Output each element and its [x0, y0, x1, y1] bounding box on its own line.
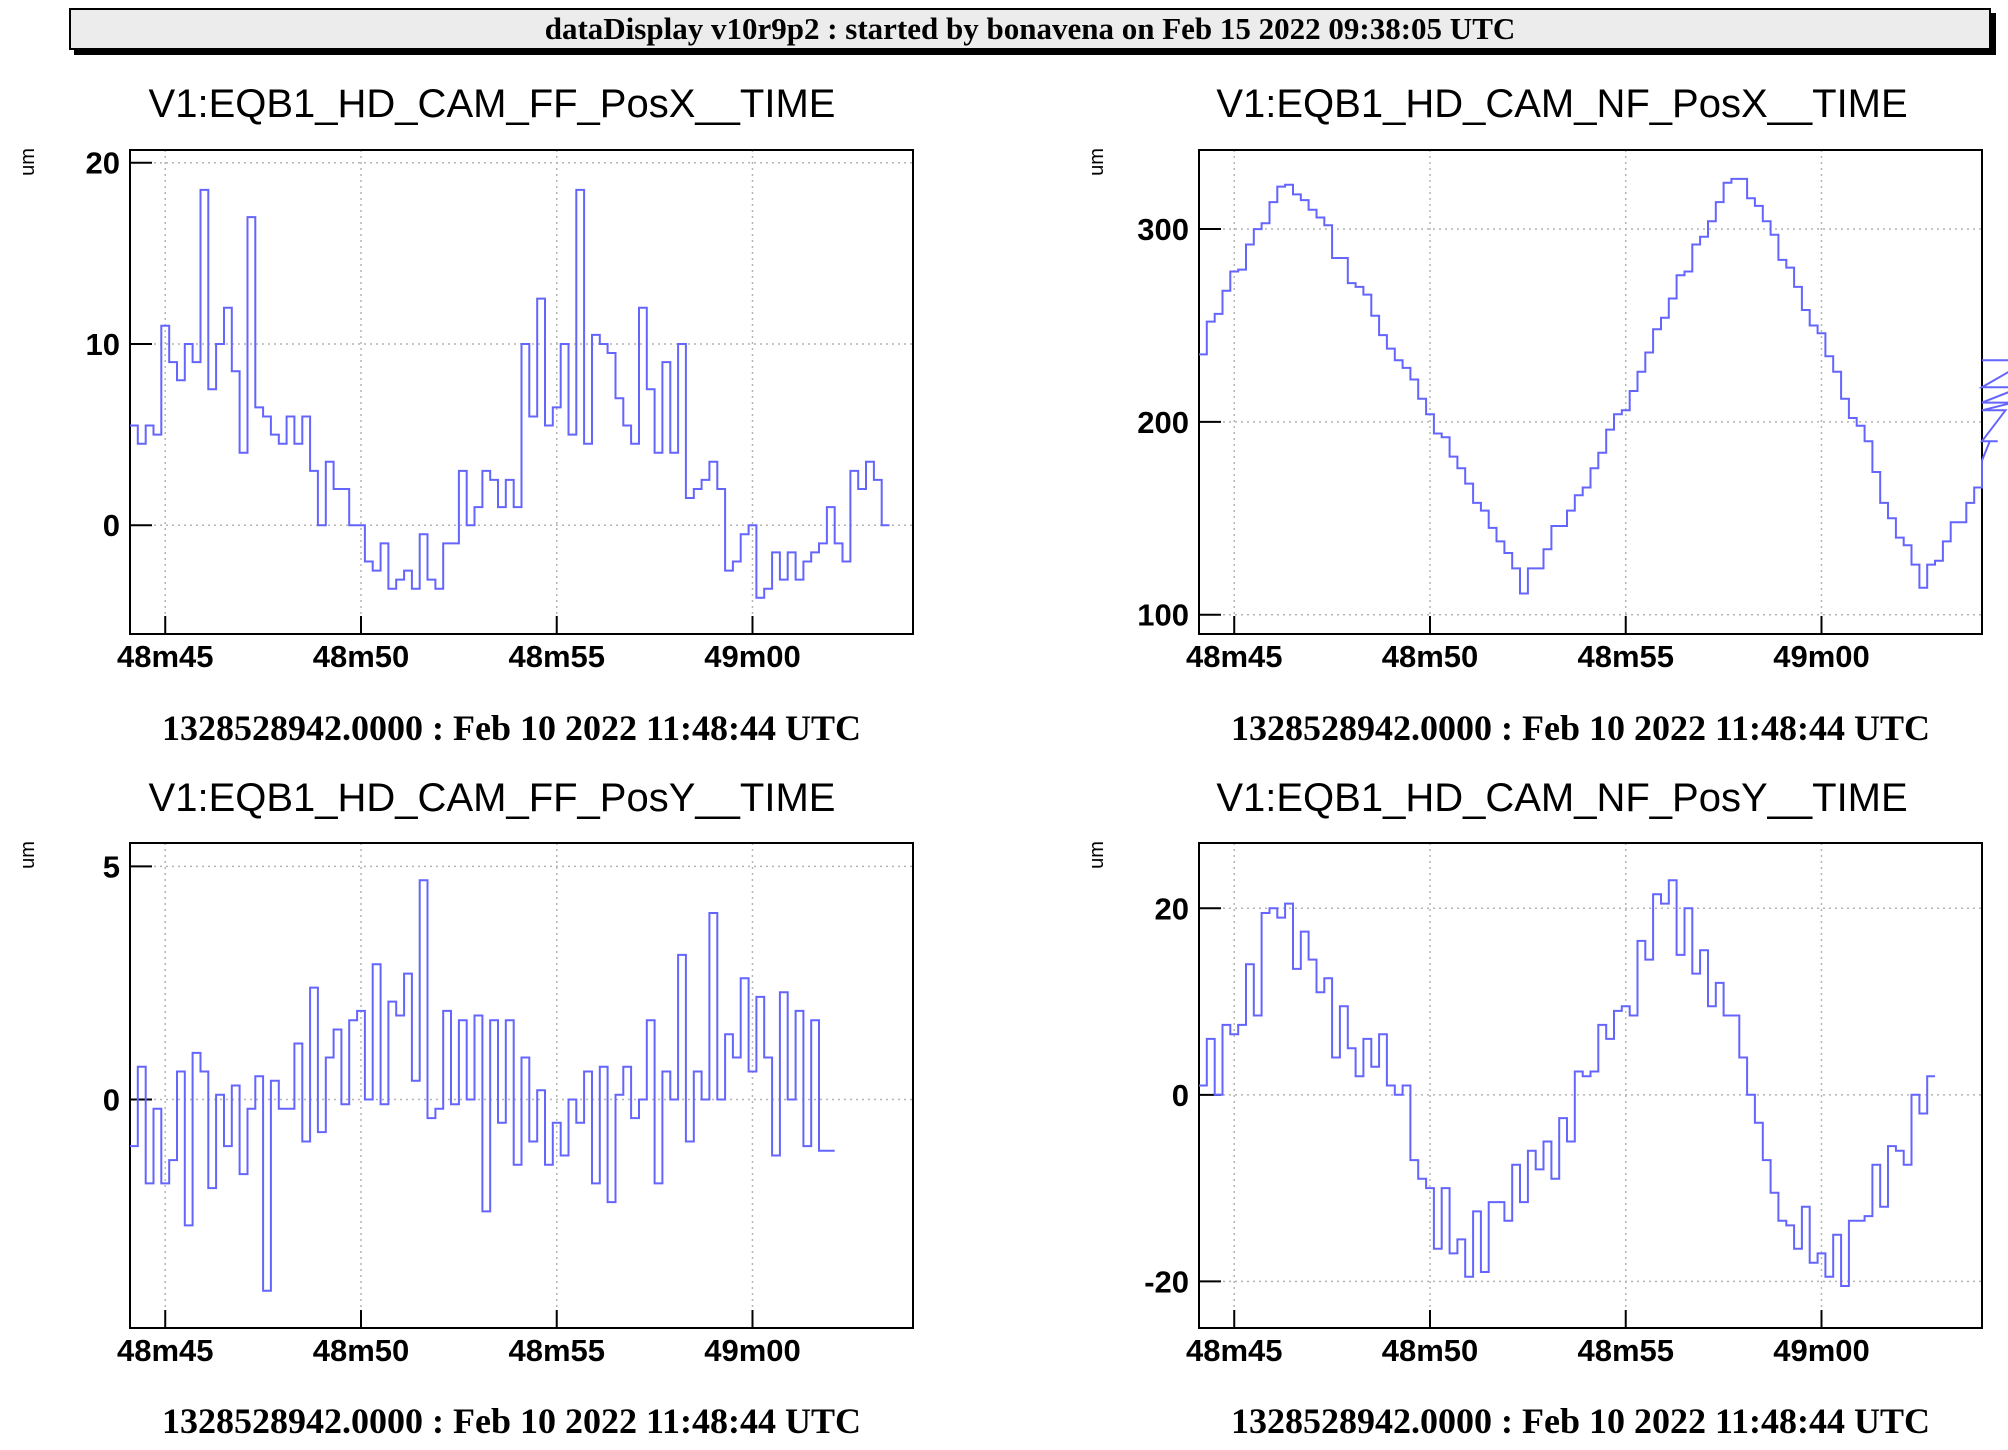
- x-tick-label: 49m00: [1773, 639, 1870, 674]
- x-tick-label: 48m50: [313, 639, 410, 674]
- x-axis-time-label: 1328528942.0000 : Feb 10 2022 11:48:44 U…: [1231, 708, 1930, 748]
- x-tick-label: 49m00: [704, 1333, 801, 1368]
- x-axis-time-label: 1328528942.0000 : Feb 10 2022 11:48:44 U…: [162, 1401, 861, 1441]
- plot-frame: [129, 842, 914, 1329]
- x-tick-label: 48m50: [313, 1333, 410, 1368]
- x-tick-label: 48m45: [1186, 1333, 1283, 1368]
- x-tick-label: 48m55: [508, 639, 605, 674]
- y-axis-label: um: [17, 148, 39, 176]
- x-axis-time-label: 1328528942.0000 : Feb 10 2022 11:48:44 U…: [162, 708, 861, 748]
- x-axis-time-label: 1328528942.0000 : Feb 10 2022 11:48:44 U…: [1231, 1401, 1930, 1441]
- y-axis-label: um: [17, 841, 39, 869]
- y-tick-label: 20: [86, 146, 120, 181]
- x-tick-label: 48m45: [117, 1333, 214, 1368]
- x-tick-label: 48m50: [1382, 639, 1479, 674]
- y-tick-label: 20: [1155, 891, 1189, 926]
- x-tick-label: 48m50: [1382, 1333, 1479, 1368]
- x-tick-label: 49m00: [1773, 1333, 1870, 1368]
- y-tick-label: 100: [1137, 598, 1189, 633]
- series-line: [1199, 879, 1935, 1287]
- x-tick-label: 48m55: [1577, 1333, 1674, 1368]
- x-tick-label: 48m45: [117, 639, 214, 674]
- plot-frame: [1198, 149, 1983, 635]
- x-tick-label: 48m55: [508, 1333, 605, 1368]
- y-tick-label: 0: [103, 508, 120, 543]
- series-line: [130, 188, 890, 599]
- y-tick-label: 300: [1137, 212, 1189, 247]
- plot-frame: [1198, 842, 1983, 1329]
- chart-title: V1:EQB1_HD_CAM_FF_PosY__TIME: [149, 776, 836, 820]
- y-tick-label: 0: [103, 1082, 120, 1117]
- y-tick-label: -20: [1144, 1264, 1189, 1299]
- page-title: dataDisplay v10r9p2 : started by bonaven…: [69, 8, 1991, 50]
- y-tick-label: 5: [103, 849, 120, 884]
- plot-frame: [129, 149, 914, 635]
- chart-title: V1:EQB1_HD_CAM_FF_PosX__TIME: [149, 82, 836, 126]
- y-axis-label: um: [1086, 148, 1108, 176]
- chart-title: V1:EQB1_HD_CAM_NF_PosX__TIME: [1216, 82, 1907, 126]
- y-axis-label: um: [1086, 841, 1108, 869]
- chart-title: V1:EQB1_HD_CAM_NF_PosY__TIME: [1216, 776, 1907, 820]
- series-line: [130, 879, 835, 1292]
- y-tick-label: 0: [1172, 1078, 1189, 1113]
- y-tick-label: 10: [86, 327, 120, 362]
- x-tick-label: 48m55: [1577, 639, 1674, 674]
- y-tick-label: 200: [1137, 405, 1189, 440]
- x-tick-label: 48m45: [1186, 639, 1283, 674]
- series-line: [1199, 177, 2008, 595]
- x-tick-label: 49m00: [704, 639, 801, 674]
